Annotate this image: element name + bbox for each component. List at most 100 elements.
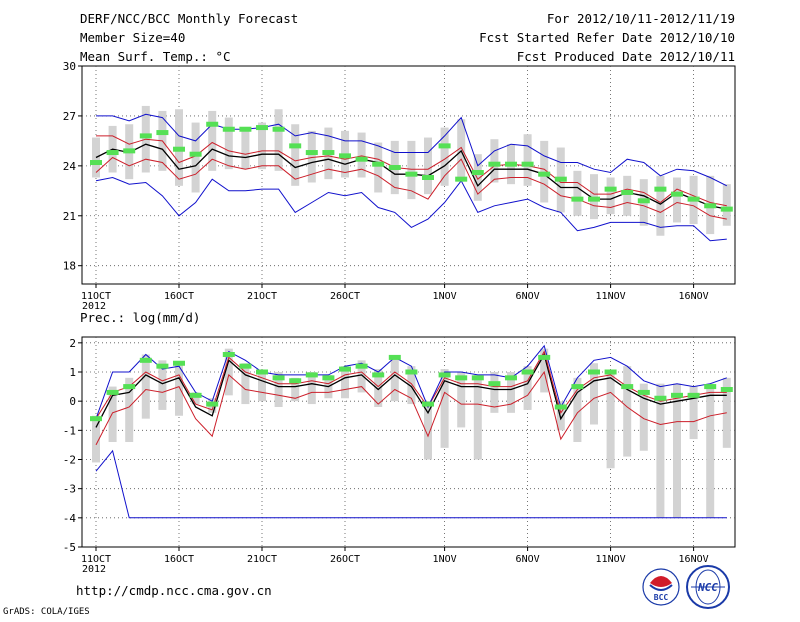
observed-marker xyxy=(621,189,634,195)
bcc-logo-swirl-blue xyxy=(649,584,673,591)
member-range-bar xyxy=(523,366,532,410)
observed-marker xyxy=(239,126,252,132)
member-range-bar xyxy=(473,154,482,201)
member-range-bar xyxy=(606,372,615,469)
series-line-ensemble-min xyxy=(95,176,727,242)
observed-marker xyxy=(355,156,368,162)
observed-marker xyxy=(538,171,551,177)
observed-marker xyxy=(256,125,268,131)
y-tick-label: 0 xyxy=(69,395,76,408)
observed-marker xyxy=(455,176,468,182)
member-range-bar xyxy=(623,366,632,457)
observed-marker xyxy=(106,389,119,395)
observed-marker xyxy=(106,150,119,156)
member-range-bar xyxy=(473,374,482,460)
series-line-mean-1-sd xyxy=(95,370,727,446)
observed-marker xyxy=(339,366,351,372)
x-tick-label: 1NOV xyxy=(433,554,457,565)
observed-marker xyxy=(637,198,650,204)
y-tick-label: 1 xyxy=(69,366,76,379)
observed-marker xyxy=(588,196,600,202)
plot-frame xyxy=(81,336,736,548)
forecast-produced-label: Fcst Produced Date 2012/10/11 xyxy=(517,49,735,64)
ncc-logo-text: NCC xyxy=(697,581,718,594)
precip-panel-title: Prec.: log(mm/d) xyxy=(80,310,200,325)
y-tick-label: 21 xyxy=(63,210,76,223)
member-range-bar xyxy=(673,177,681,223)
member-range-bar xyxy=(523,134,532,186)
member-range-bar xyxy=(573,170,582,216)
observed-marker xyxy=(621,384,634,390)
series-line-mean-1-sd xyxy=(95,156,727,220)
x-tick-label: 21OCT xyxy=(247,554,277,565)
observed-marker xyxy=(687,392,700,398)
member-range-bar xyxy=(274,109,283,171)
observed-marker xyxy=(422,174,434,180)
member-range-bar xyxy=(407,140,416,200)
member-range-bar xyxy=(158,360,167,410)
x-tick-label: 6NOV xyxy=(516,291,540,302)
forecast-started-label: Fcst Started Refer Date 2012/10/10 xyxy=(479,30,735,45)
member-range-bar xyxy=(656,175,665,236)
observed-marker xyxy=(372,161,385,167)
member-range-bar xyxy=(424,137,432,195)
member-range-bar xyxy=(407,366,416,405)
observed-marker xyxy=(637,389,650,395)
observed-marker xyxy=(471,375,484,381)
series-line-mean-1-sd xyxy=(95,350,727,419)
x-tick-label: 16NOV xyxy=(679,554,709,565)
member-range-bar xyxy=(573,377,582,442)
x-tick-label: 1NOV xyxy=(433,291,457,302)
bcc-logo-swirl-red xyxy=(650,576,672,587)
x-tick-label: 16OCT xyxy=(164,291,194,302)
y-tick-label: -1 xyxy=(63,424,76,437)
observed-marker xyxy=(405,171,418,177)
observed-marker xyxy=(604,186,617,192)
member-range-bar xyxy=(357,360,366,393)
member-range-bar xyxy=(92,137,100,178)
observed-marker xyxy=(239,363,252,369)
observed-marker xyxy=(156,363,169,369)
observed-marker xyxy=(720,206,733,212)
observed-marker xyxy=(156,130,169,136)
observed-marker xyxy=(438,143,451,149)
plot-frame xyxy=(81,65,736,285)
observed-marker xyxy=(90,160,102,166)
observed-marker xyxy=(687,196,700,202)
observed-marker xyxy=(571,384,584,390)
observed-marker xyxy=(405,369,418,375)
observed-marker xyxy=(305,372,318,378)
observed-marker xyxy=(305,150,318,156)
x-year-label: 2012 xyxy=(82,564,106,575)
member-range-bar xyxy=(424,401,432,460)
member-range-bar xyxy=(722,184,731,226)
member-range-bar xyxy=(191,122,200,193)
observed-marker xyxy=(123,384,136,390)
x-tick-label: 11OCT xyxy=(81,554,111,565)
member-range-bar xyxy=(258,372,266,402)
member-range-bar xyxy=(490,372,499,413)
member-range-bar xyxy=(241,363,250,405)
y-tick-label: 27 xyxy=(63,110,76,123)
y-tick-label: 18 xyxy=(63,260,76,273)
member-range-bar xyxy=(374,142,383,193)
y-tick-label: 24 xyxy=(63,160,77,173)
precipitation-panel: -5 -4 -3 -2 -1 0 1 2 11OCT 16OCT 21OCT 26OCT 1NOV 6NO… xyxy=(63,336,736,575)
observed-marker xyxy=(123,148,136,154)
y-tick-label: 2 xyxy=(69,337,76,350)
member-range-bar xyxy=(108,386,117,442)
source-url: http://cmdp.ncc.cma.gov.cn xyxy=(76,583,272,598)
x-year-label: 2012 xyxy=(82,301,106,312)
member-range-bar xyxy=(357,132,366,178)
member-range-bar xyxy=(606,177,615,215)
observed-marker xyxy=(505,375,517,381)
x-tick-label: 11NOV xyxy=(596,554,626,565)
member-range-bar xyxy=(689,386,698,440)
observed-marker xyxy=(588,369,600,375)
observed-marker xyxy=(388,165,401,171)
member-range-bar xyxy=(141,354,150,419)
x-tick-label: 16NOV xyxy=(679,291,709,302)
member-range-bar xyxy=(556,401,565,431)
member-range-bar xyxy=(390,357,399,402)
observed-marker xyxy=(455,375,468,381)
